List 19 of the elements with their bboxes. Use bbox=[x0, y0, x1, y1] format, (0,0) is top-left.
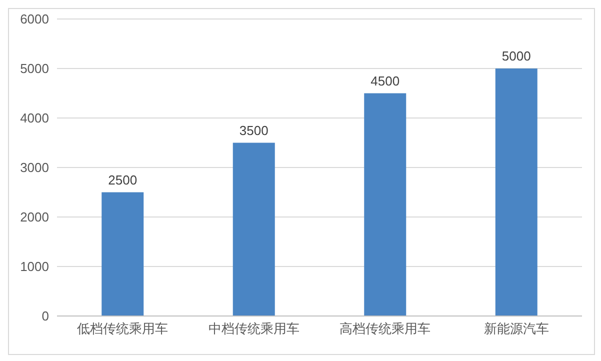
y-tick-label: 3000 bbox=[20, 160, 49, 176]
data-label: 4500 bbox=[370, 73, 400, 88]
bar bbox=[364, 93, 406, 316]
y-tick-label: 0 bbox=[42, 308, 49, 324]
bar bbox=[102, 192, 144, 316]
y-tick-label: 1000 bbox=[20, 259, 49, 274]
x-tick-label: 高档传统乘用车 bbox=[340, 321, 431, 336]
y-tick-label: 4000 bbox=[20, 110, 49, 126]
y-tick-label: 6000 bbox=[20, 12, 49, 27]
x-tick-label: 新能源汽车 bbox=[484, 321, 549, 336]
bar bbox=[495, 68, 538, 316]
y-tick-label: 2000 bbox=[20, 210, 49, 225]
x-tick-label: 低档传统乘用车 bbox=[77, 321, 168, 336]
x-tick-label: 中档传统乘用车 bbox=[208, 321, 300, 336]
data-label: 3500 bbox=[239, 122, 268, 138]
bar bbox=[232, 142, 275, 316]
data-label: 2500 bbox=[108, 172, 138, 188]
y-tick-label: 5000 bbox=[20, 61, 49, 76]
data-label: 5000 bbox=[502, 48, 531, 64]
